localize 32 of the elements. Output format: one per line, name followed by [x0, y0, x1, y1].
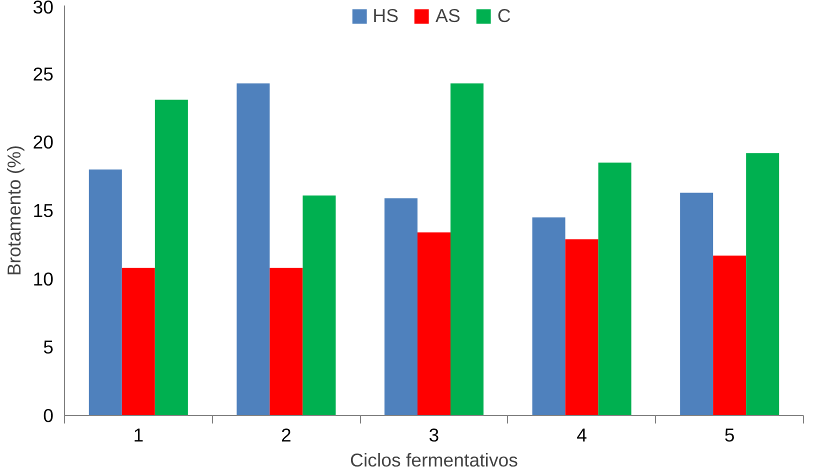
x-tick-label: 5 — [724, 424, 735, 446]
bar — [154, 100, 188, 416]
x-tick-label: 2 — [281, 424, 292, 446]
y-axis-title: Brotamento (%) — [4, 145, 25, 276]
x-axis-title: Ciclos fermentativos — [350, 450, 518, 470]
bar — [384, 198, 418, 416]
bar — [680, 192, 714, 416]
legend-label: AS — [436, 5, 460, 27]
y-tick-label: 30 — [32, 0, 54, 18]
legend-label: HS — [372, 5, 399, 27]
y-tick-label: 0 — [43, 405, 54, 426]
x-tick-label: 1 — [133, 424, 144, 446]
x-tick-label: 3 — [428, 424, 440, 446]
bar — [270, 268, 303, 416]
y-tick-label: 20 — [32, 132, 54, 153]
bar — [122, 268, 155, 416]
bar — [450, 83, 484, 416]
bar — [236, 83, 270, 416]
x-tick-label: 4 — [576, 424, 588, 446]
bar — [88, 170, 122, 416]
bar — [713, 256, 746, 416]
y-tick-label: 15 — [32, 200, 54, 221]
bar — [598, 162, 632, 416]
y-tick-label: 25 — [32, 63, 54, 84]
y-tick-label: 5 — [43, 336, 54, 358]
bar — [532, 217, 566, 416]
bar — [746, 153, 780, 416]
y-tick-label: 10 — [32, 268, 54, 290]
bar — [302, 195, 336, 416]
bar — [417, 232, 451, 416]
legend-label: C — [497, 5, 512, 27]
bar — [565, 239, 598, 416]
